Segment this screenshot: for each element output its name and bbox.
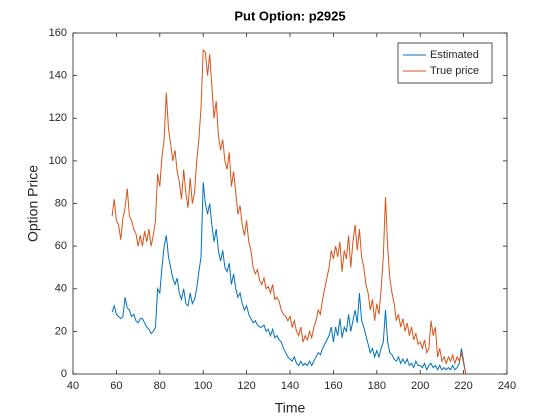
y-tick-label: 60 <box>55 240 67 252</box>
y-tick-label: 120 <box>49 112 67 124</box>
series-line <box>111 182 467 375</box>
legend-label: Estimated <box>430 49 479 61</box>
y-tick-label: 100 <box>49 155 67 167</box>
x-tick-label: 180 <box>368 380 386 392</box>
x-tick-label: 200 <box>411 380 429 392</box>
legend-box <box>397 42 493 84</box>
y-axis-label: Option Price <box>25 165 41 242</box>
x-tick-label: 140 <box>281 380 299 392</box>
axes-box <box>72 32 508 375</box>
x-tick-label: 100 <box>194 380 212 392</box>
y-tick-label: 40 <box>55 283 67 295</box>
x-tick-label: 220 <box>454 380 472 392</box>
x-axis-label: Time <box>275 400 306 416</box>
chart-title: Put Option: p2925 <box>234 8 345 23</box>
x-tick-label: 240 <box>498 380 516 392</box>
x-tick-label: 120 <box>237 380 255 392</box>
x-tick-label: 80 <box>154 380 166 392</box>
y-tick-label: 0 <box>61 368 67 380</box>
x-tick-label: 60 <box>110 380 122 392</box>
y-tick-label: 20 <box>55 325 67 337</box>
series-line <box>111 48 467 375</box>
y-tick-label: 160 <box>49 27 67 39</box>
legend-label: True price <box>430 65 479 77</box>
y-tick-label: 140 <box>49 70 67 82</box>
x-tick-label: 40 <box>67 380 79 392</box>
x-tick-label: 160 <box>324 380 342 392</box>
y-tick-label: 80 <box>55 197 67 209</box>
